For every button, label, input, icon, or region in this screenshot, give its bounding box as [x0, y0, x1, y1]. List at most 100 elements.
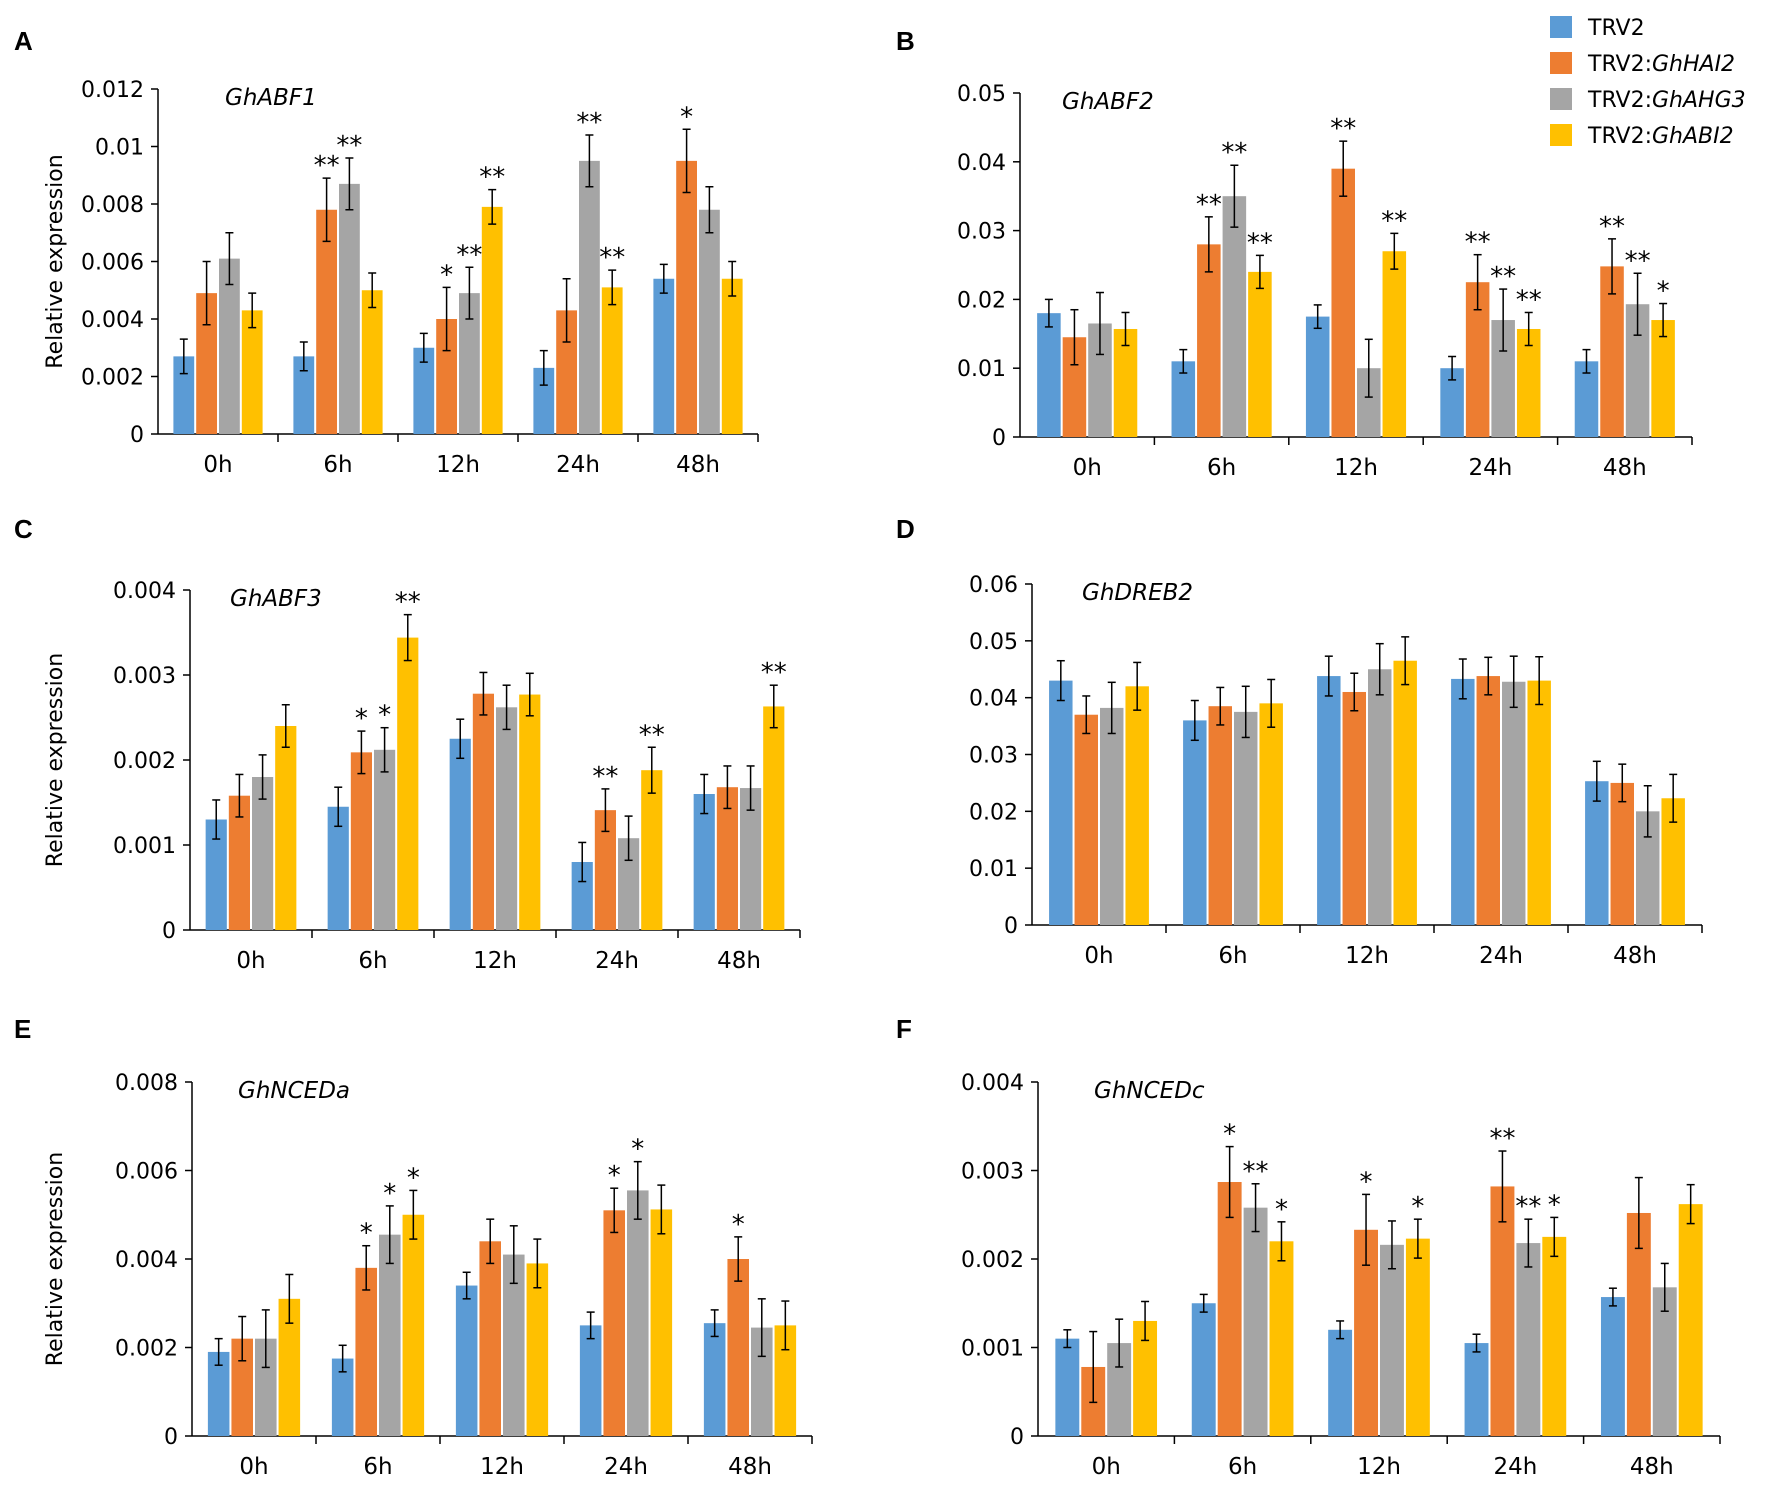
panel-e: E Relative expression 0 0.002 0.004 0.006 0.00…	[14, 1014, 813, 1480]
panel-letter: B	[896, 26, 915, 56]
bar	[594, 810, 616, 930]
significance-label: **	[1625, 246, 1651, 276]
x-tick-label: 48h	[1603, 455, 1647, 481]
x-tick-label: 24h	[556, 452, 600, 478]
bar	[173, 356, 195, 434]
y-tick-label: 0.004	[115, 1248, 178, 1273]
chart-title: GhNCEDc	[1094, 1078, 1205, 1104]
bar	[275, 726, 297, 930]
bar	[618, 838, 640, 930]
legend-gene: GhABI2	[1652, 124, 1734, 149]
legend-swatch	[1550, 52, 1572, 74]
y-tick-label: 0	[130, 423, 144, 448]
significance-label: **	[1330, 114, 1356, 144]
bar	[1393, 660, 1417, 925]
x-tick-label: 24h	[604, 1454, 648, 1480]
panel-letter: C	[14, 514, 33, 544]
bar	[278, 1298, 301, 1436]
bar	[1652, 1287, 1677, 1436]
y-tick-label: 0.001	[961, 1337, 1024, 1362]
bar	[1234, 711, 1258, 925]
x-tick-label: 6h	[1207, 455, 1236, 481]
bar	[1062, 337, 1087, 437]
panel-letter: F	[896, 1014, 912, 1044]
significance-label: **	[479, 163, 505, 193]
bar	[1516, 328, 1541, 437]
significance-label: *	[1411, 1192, 1424, 1222]
significance-label: *	[383, 1179, 396, 1209]
legend-prefix: TRV2:	[1587, 124, 1652, 149]
y-tick-label: 0.006	[81, 251, 144, 276]
legend-prefix: TRV2	[1587, 16, 1645, 41]
y-tick-label: 0.04	[969, 687, 1018, 712]
bar	[1037, 313, 1061, 437]
x-tick-label: 12h	[1357, 1454, 1401, 1480]
x-tick-label: 48h	[1630, 1454, 1674, 1480]
bar	[1248, 271, 1272, 437]
panel-a: A Relative expression 0 0.002 0.004 0.006 0.00…	[14, 26, 759, 478]
significance-label: *	[407, 1163, 420, 1193]
bar	[751, 1327, 773, 1436]
bar	[413, 347, 435, 434]
bar	[1269, 1241, 1294, 1436]
legend-label: TRV2:GhHAI2	[1587, 52, 1735, 77]
bar	[1490, 1186, 1515, 1436]
bar	[1451, 678, 1475, 925]
bar	[1125, 686, 1149, 925]
panel-letter: A	[14, 26, 33, 56]
bar	[350, 752, 372, 930]
bar	[1678, 1204, 1703, 1436]
bar	[1476, 676, 1500, 925]
y-tick-label: 0.001	[113, 834, 176, 859]
bar	[763, 706, 785, 930]
legend-prefix: TRV2:	[1587, 88, 1652, 113]
bar	[571, 862, 593, 930]
bar	[1133, 1320, 1158, 1436]
x-tick-label: 0h	[1084, 943, 1113, 969]
bar	[727, 1259, 749, 1436]
legend-gene: GhAHG3	[1652, 88, 1746, 113]
significance-label: *	[732, 1210, 745, 1240]
bar	[1405, 1238, 1430, 1436]
bar	[641, 770, 663, 930]
y-axis-label: Relative expression	[43, 154, 68, 368]
bar	[1191, 1303, 1216, 1436]
significance-label: *	[1275, 1195, 1288, 1225]
bar	[603, 1210, 625, 1436]
bar	[455, 1285, 478, 1436]
x-tick-label: 48h	[717, 948, 761, 974]
bar	[327, 806, 349, 930]
bar	[1259, 703, 1283, 925]
bar	[481, 206, 503, 434]
bar	[402, 1214, 425, 1436]
bar	[1491, 320, 1515, 437]
bar	[1328, 1329, 1353, 1436]
x-tick-label: 0h	[1073, 455, 1102, 481]
x-tick-label: 24h	[1468, 455, 1512, 481]
x-tick-label: 24h	[1493, 1454, 1537, 1480]
y-tick-label: 0.002	[961, 1248, 1024, 1273]
significance-label: **	[1515, 1192, 1541, 1222]
x-tick-label: 12h	[1334, 455, 1378, 481]
bar	[740, 788, 762, 930]
bar	[579, 1325, 602, 1436]
bar	[1342, 691, 1366, 925]
x-tick-label: 48h	[676, 452, 720, 478]
significance-label: **	[599, 243, 625, 273]
bar	[316, 209, 337, 434]
panel-c: C Relative expression 0 0.001 0.002 0.003 0.00…	[14, 514, 801, 974]
bar	[650, 1209, 673, 1436]
bar	[1074, 714, 1098, 925]
significance-label: **	[1489, 1124, 1515, 1154]
significance-label: **	[336, 131, 362, 161]
bar	[293, 356, 315, 434]
x-tick-label: 6h	[363, 1454, 392, 1480]
y-tick-label: 0.02	[957, 288, 1006, 313]
bar	[1600, 1297, 1625, 1436]
bar	[503, 1254, 525, 1436]
bar	[676, 160, 697, 434]
y-tick-label: 0.04	[957, 151, 1006, 176]
x-tick-label: 12h	[436, 452, 480, 478]
